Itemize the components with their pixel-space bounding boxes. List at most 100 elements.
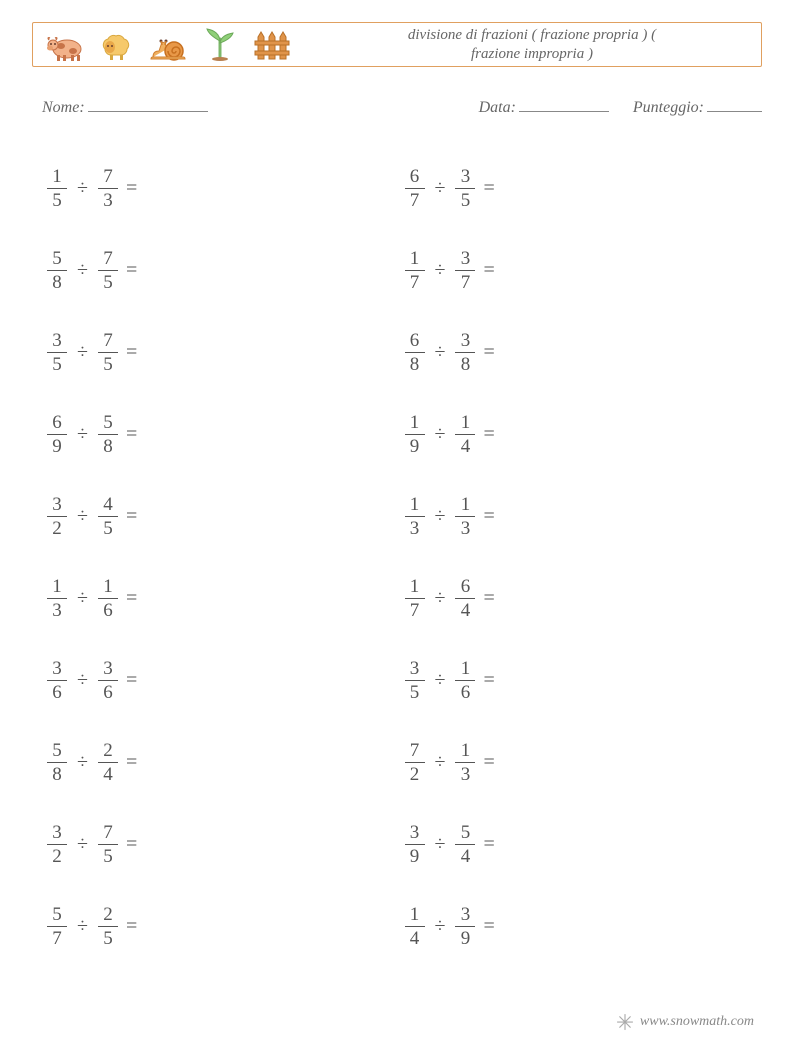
- denominator: 4: [455, 845, 475, 866]
- denominator: 6: [47, 681, 67, 702]
- problem: 57÷25=: [47, 885, 405, 967]
- fraction: 35: [405, 659, 425, 702]
- equals-sign: =: [126, 341, 137, 364]
- denominator: 5: [47, 189, 67, 210]
- denominator: 7: [47, 927, 67, 948]
- problem: 35÷16=: [405, 639, 763, 721]
- division-operator: ÷: [435, 341, 446, 364]
- numerator: 1: [405, 495, 425, 517]
- equals-sign: =: [483, 669, 494, 692]
- numerator: 3: [98, 659, 118, 681]
- numerator: 6: [405, 331, 425, 353]
- numerator: 7: [98, 249, 118, 271]
- denominator: 9: [455, 927, 475, 948]
- fraction: 13: [455, 495, 475, 538]
- division-operator: ÷: [77, 259, 88, 282]
- fraction: 54: [455, 823, 475, 866]
- denominator: 5: [98, 845, 118, 866]
- problem: 69÷58=: [47, 393, 405, 475]
- fraction: 32: [47, 823, 67, 866]
- numerator: 3: [455, 167, 475, 189]
- equals-sign: =: [126, 915, 137, 938]
- fraction: 58: [47, 249, 67, 292]
- fraction: 67: [405, 167, 425, 210]
- numerator: 1: [405, 413, 425, 435]
- numerator: 1: [455, 495, 475, 517]
- title-line-1: divisione di frazioni ( frazione propria…: [408, 27, 656, 43]
- denominator: 5: [405, 681, 425, 702]
- problem: 68÷38=: [405, 311, 763, 393]
- numerator: 3: [405, 659, 425, 681]
- numerator: 3: [455, 249, 475, 271]
- numerator: 5: [47, 249, 67, 271]
- score-label: Punteggio:: [633, 99, 704, 116]
- equals-sign: =: [126, 587, 137, 610]
- fraction: 36: [98, 659, 118, 702]
- fraction: 14: [455, 413, 475, 456]
- title-line-2: frazione impropria ): [471, 46, 593, 62]
- sprout-icon: [199, 27, 241, 63]
- division-operator: ÷: [435, 505, 446, 528]
- problems-column-left: 15÷73=58÷75=35÷75=69÷58=32÷45=13÷16=36÷3…: [32, 147, 405, 967]
- numerator: 4: [98, 495, 118, 517]
- numerator: 6: [405, 167, 425, 189]
- problem: 58÷24=: [47, 721, 405, 803]
- numerator: 5: [47, 741, 67, 763]
- fraction: 13: [47, 577, 67, 620]
- problem: 35÷75=: [47, 311, 405, 393]
- denominator: 7: [405, 271, 425, 292]
- denominator: 8: [405, 353, 425, 374]
- equals-sign: =: [126, 751, 137, 774]
- numerator: 2: [98, 905, 118, 927]
- numerator: 6: [455, 577, 475, 599]
- denominator: 9: [405, 845, 425, 866]
- denominator: 8: [47, 271, 67, 292]
- denominator: 6: [98, 681, 118, 702]
- problem: 17÷37=: [405, 229, 763, 311]
- denominator: 6: [455, 681, 475, 702]
- footer-text: www.snowmath.com: [640, 1014, 754, 1030]
- numerator: 7: [98, 823, 118, 845]
- division-operator: ÷: [435, 177, 446, 200]
- division-operator: ÷: [435, 259, 446, 282]
- denominator: 7: [405, 189, 425, 210]
- worksheet-title: divisione di frazioni ( frazione propria…: [293, 26, 751, 64]
- equals-sign: =: [483, 423, 494, 446]
- problem: 58÷75=: [47, 229, 405, 311]
- division-operator: ÷: [435, 669, 446, 692]
- fraction: 38: [455, 331, 475, 374]
- numerator: 1: [405, 249, 425, 271]
- numerator: 7: [98, 167, 118, 189]
- worksheet-page: divisione di frazioni ( frazione propria…: [0, 0, 794, 1053]
- date-label: Data:: [479, 99, 516, 116]
- denominator: 2: [47, 517, 67, 538]
- equals-sign: =: [483, 177, 494, 200]
- fraction: 68: [405, 331, 425, 374]
- score-blank[interactable]: [707, 97, 762, 112]
- fraction: 57: [47, 905, 67, 948]
- division-operator: ÷: [77, 177, 88, 200]
- problems-column-right: 67÷35=17÷37=68÷38=19÷14=13÷13=17÷64=35÷1…: [405, 147, 763, 967]
- fraction: 13: [455, 741, 475, 784]
- date-blank[interactable]: [519, 97, 609, 112]
- snowflake-icon: [616, 1013, 634, 1031]
- name-blank[interactable]: [88, 97, 208, 112]
- equals-sign: =: [126, 505, 137, 528]
- problem: 39÷54=: [405, 803, 763, 885]
- denominator: 8: [47, 763, 67, 784]
- numerator: 3: [455, 331, 475, 353]
- fraction: 36: [47, 659, 67, 702]
- numerator: 2: [98, 741, 118, 763]
- denominator: 3: [98, 189, 118, 210]
- division-operator: ÷: [77, 423, 88, 446]
- numerator: 3: [47, 331, 67, 353]
- equals-sign: =: [483, 751, 494, 774]
- denominator: 3: [455, 763, 475, 784]
- fraction: 69: [47, 413, 67, 456]
- denominator: 8: [455, 353, 475, 374]
- fraction: 25: [98, 905, 118, 948]
- fraction: 45: [98, 495, 118, 538]
- equals-sign: =: [483, 259, 494, 282]
- numerator: 5: [47, 905, 67, 927]
- numerator: 3: [47, 659, 67, 681]
